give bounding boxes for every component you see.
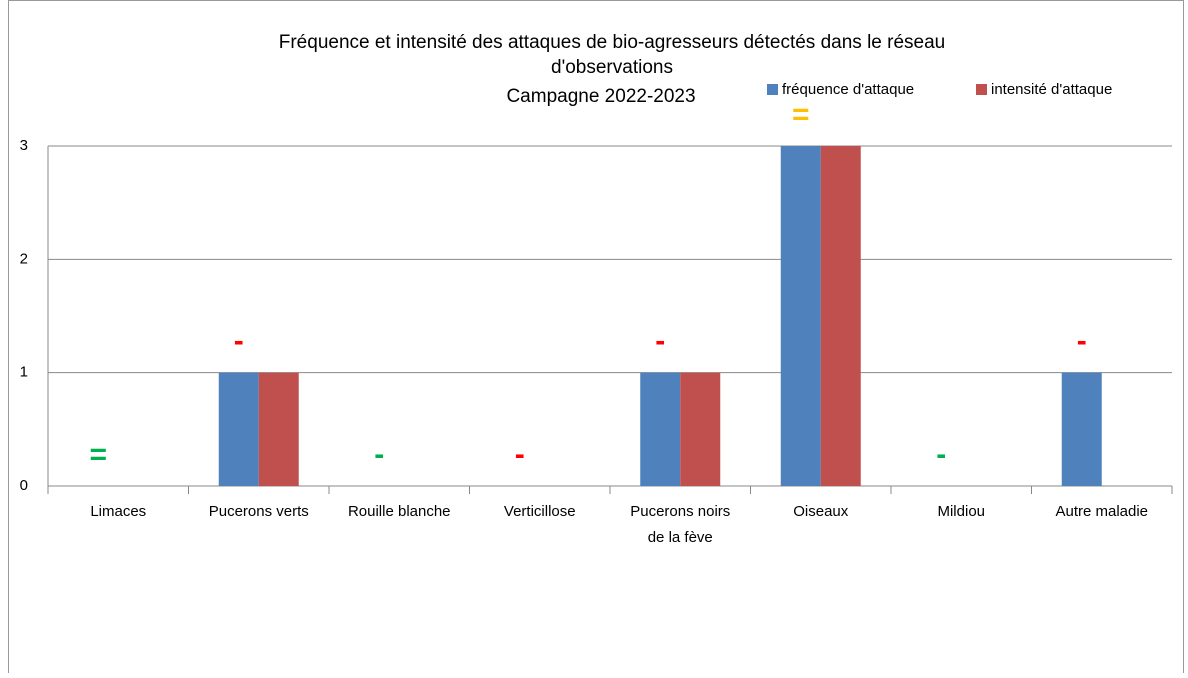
x-tick-label: Mildiou [937,503,985,520]
chart-title: Campagne 2022-2023 [506,86,695,107]
bar [680,372,721,486]
bar [1061,372,1102,486]
annotation: = [89,438,107,471]
annotation: - [655,325,665,358]
legend-label: intensité d'attaque [991,81,1112,98]
chart-title: Fréquence et intensité des attaques de b… [279,32,945,53]
x-tick-label: de la fève [648,529,713,546]
x-tick-label: Rouille blanche [348,503,451,520]
legend-label: fréquence d'attaque [782,81,914,98]
y-tick-label: 2 [20,250,28,267]
annotation: - [936,438,946,471]
chart-title: d'observations [551,57,673,78]
annotation: - [374,438,384,471]
x-tick-label: Pucerons verts [209,503,309,520]
y-tick-label: 3 [20,137,28,154]
annotation: - [1077,325,1087,358]
annotation: - [515,438,525,471]
chart-frame [8,0,1184,678]
y-tick-label: 1 [20,364,28,381]
bar [258,372,299,486]
y-tick-label: 0 [20,477,28,494]
x-tick-label: Oiseaux [793,503,849,520]
x-tick-label: Verticillose [504,503,576,520]
legend-swatch [767,84,778,95]
annotation: - [234,325,244,358]
bar [780,146,821,486]
x-tick-label: Pucerons noirs [630,503,730,520]
bar [640,372,681,486]
bar [820,146,861,486]
annotation: = [792,98,810,131]
x-tick-label: Autre maladie [1055,503,1148,520]
bar [218,372,259,486]
legend-swatch [976,84,987,95]
x-tick-label: Limaces [90,503,146,520]
